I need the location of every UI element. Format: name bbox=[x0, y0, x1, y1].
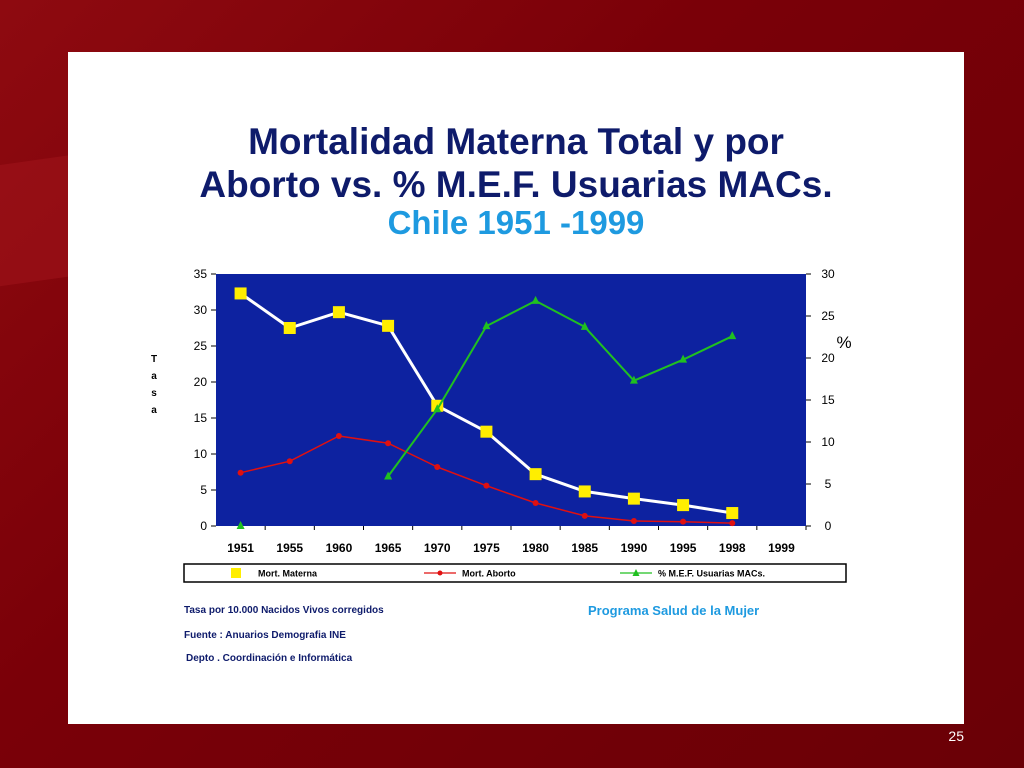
left-axis-tick-label: 20 bbox=[194, 375, 208, 389]
left-axis-label-letter: s bbox=[151, 388, 157, 399]
x-axis-tick-label: 1965 bbox=[375, 541, 402, 555]
left-axis-tick-label: 35 bbox=[194, 267, 208, 281]
left-axis-label-letter: T bbox=[151, 354, 157, 365]
data-point-materna bbox=[726, 507, 739, 520]
data-point-mef bbox=[728, 331, 737, 340]
left-axis-tick-label: 15 bbox=[194, 411, 208, 425]
data-point-mef bbox=[679, 354, 688, 363]
plot-area bbox=[216, 274, 806, 526]
right-axis-tick-label: 15 bbox=[821, 393, 835, 407]
data-point-materna bbox=[627, 492, 640, 505]
left-axis-label-letter: a bbox=[151, 405, 157, 416]
right-axis-tick-label: 20 bbox=[821, 351, 835, 365]
x-axis-tick-label: 1955 bbox=[276, 541, 303, 555]
data-point-materna bbox=[332, 306, 345, 319]
left-axis-tick-label: 5 bbox=[200, 483, 207, 497]
left-axis-tick-label: 10 bbox=[194, 447, 208, 461]
legend-marker-aborto bbox=[437, 570, 443, 576]
legend-label: Mort. Aborto bbox=[462, 569, 516, 579]
data-point-aborto bbox=[434, 463, 441, 470]
rate-footnote: Tasa por 10.000 Nacidos Vivos corregidos bbox=[184, 605, 384, 616]
data-point-mef bbox=[482, 321, 491, 330]
right-axis-tick-label: 0 bbox=[825, 519, 832, 533]
x-axis-tick-label: 1960 bbox=[326, 541, 353, 555]
legend-label: % M.E.F. Usuarias MACs. bbox=[658, 569, 765, 579]
slide-number: 25 bbox=[948, 728, 964, 744]
x-axis-tick-label: 1995 bbox=[670, 541, 697, 555]
dual-axis-line-chart: 0 5 10 15 20 25 30 35 0 5 10 15 20 25 30 1951 1955 1960 19… bbox=[151, 267, 852, 583]
data-point-materna bbox=[529, 468, 542, 481]
data-point-materna bbox=[578, 485, 591, 498]
chart-title-line-2: Aborto vs. % M.E.F. Usuarias MACs. bbox=[199, 164, 833, 205]
data-point-mef bbox=[384, 471, 393, 480]
data-point-materna bbox=[480, 425, 493, 438]
department-footnote: Depto . Coordinación e Informática bbox=[186, 653, 353, 664]
x-axis-tick-label: 1980 bbox=[522, 541, 549, 555]
data-point-mef bbox=[236, 521, 245, 529]
data-point-materna bbox=[234, 287, 247, 300]
content-panel: Mortalidad Materna Total y por Aborto vs… bbox=[68, 52, 964, 724]
chart-title: Mortalidad Materna Total y por Aborto vs… bbox=[68, 120, 964, 206]
left-axis-tick-label: 0 bbox=[200, 519, 207, 533]
right-axis-tick-label: 10 bbox=[821, 435, 835, 449]
legend-marker-mef bbox=[632, 569, 640, 576]
data-point-aborto bbox=[581, 512, 588, 519]
legend-marker-materna bbox=[231, 568, 241, 578]
left-axis-tick-label: 30 bbox=[194, 303, 208, 317]
right-axis-label: % bbox=[836, 333, 851, 352]
chart-title-line-1: Mortalidad Materna Total y por bbox=[248, 121, 784, 162]
x-axis-tick-label: 1975 bbox=[473, 541, 500, 555]
data-point-aborto bbox=[335, 433, 342, 439]
data-point-mef bbox=[433, 404, 442, 413]
x-axis-tick-label: 1951 bbox=[227, 541, 254, 555]
data-point-aborto bbox=[532, 499, 539, 506]
x-axis-tick-label: 1999 bbox=[768, 541, 795, 555]
left-axis-label-letter: a bbox=[151, 371, 157, 382]
right-axis-tick-label: 30 bbox=[821, 267, 835, 281]
data-point-aborto bbox=[729, 520, 736, 527]
series-line bbox=[387, 299, 733, 477]
data-point-aborto bbox=[630, 517, 637, 524]
data-point-materna bbox=[382, 319, 395, 332]
data-point-aborto bbox=[385, 440, 392, 447]
data-point-materna bbox=[283, 322, 296, 334]
legend-box bbox=[183, 563, 847, 583]
x-axis-tick-label: 1998 bbox=[719, 541, 746, 555]
data-point-mef bbox=[531, 295, 540, 304]
program-label: Programa Salud de la Mujer bbox=[588, 603, 760, 618]
data-point-mef bbox=[629, 375, 638, 384]
source-footnote: Fuente : Anuarios Demografia INE bbox=[184, 630, 346, 641]
data-point-materna bbox=[677, 499, 690, 512]
data-point-mef bbox=[580, 321, 589, 330]
right-axis-tick-label: 25 bbox=[821, 309, 835, 323]
right-axis-tick-label: 5 bbox=[825, 477, 832, 491]
data-point-aborto bbox=[286, 458, 293, 465]
chart-subtitle: Chile 1951 -1999 bbox=[387, 204, 645, 241]
legend-label: Mort. Materna bbox=[258, 569, 318, 579]
left-axis-tick-label: 25 bbox=[194, 339, 208, 353]
x-axis-tick-label: 1990 bbox=[621, 541, 648, 555]
x-axis-tick-label: 1970 bbox=[424, 541, 451, 555]
data-point-aborto bbox=[237, 469, 244, 476]
data-point-aborto bbox=[483, 482, 490, 489]
x-axis-tick-label: 1985 bbox=[571, 541, 598, 555]
data-point-aborto bbox=[680, 518, 687, 525]
